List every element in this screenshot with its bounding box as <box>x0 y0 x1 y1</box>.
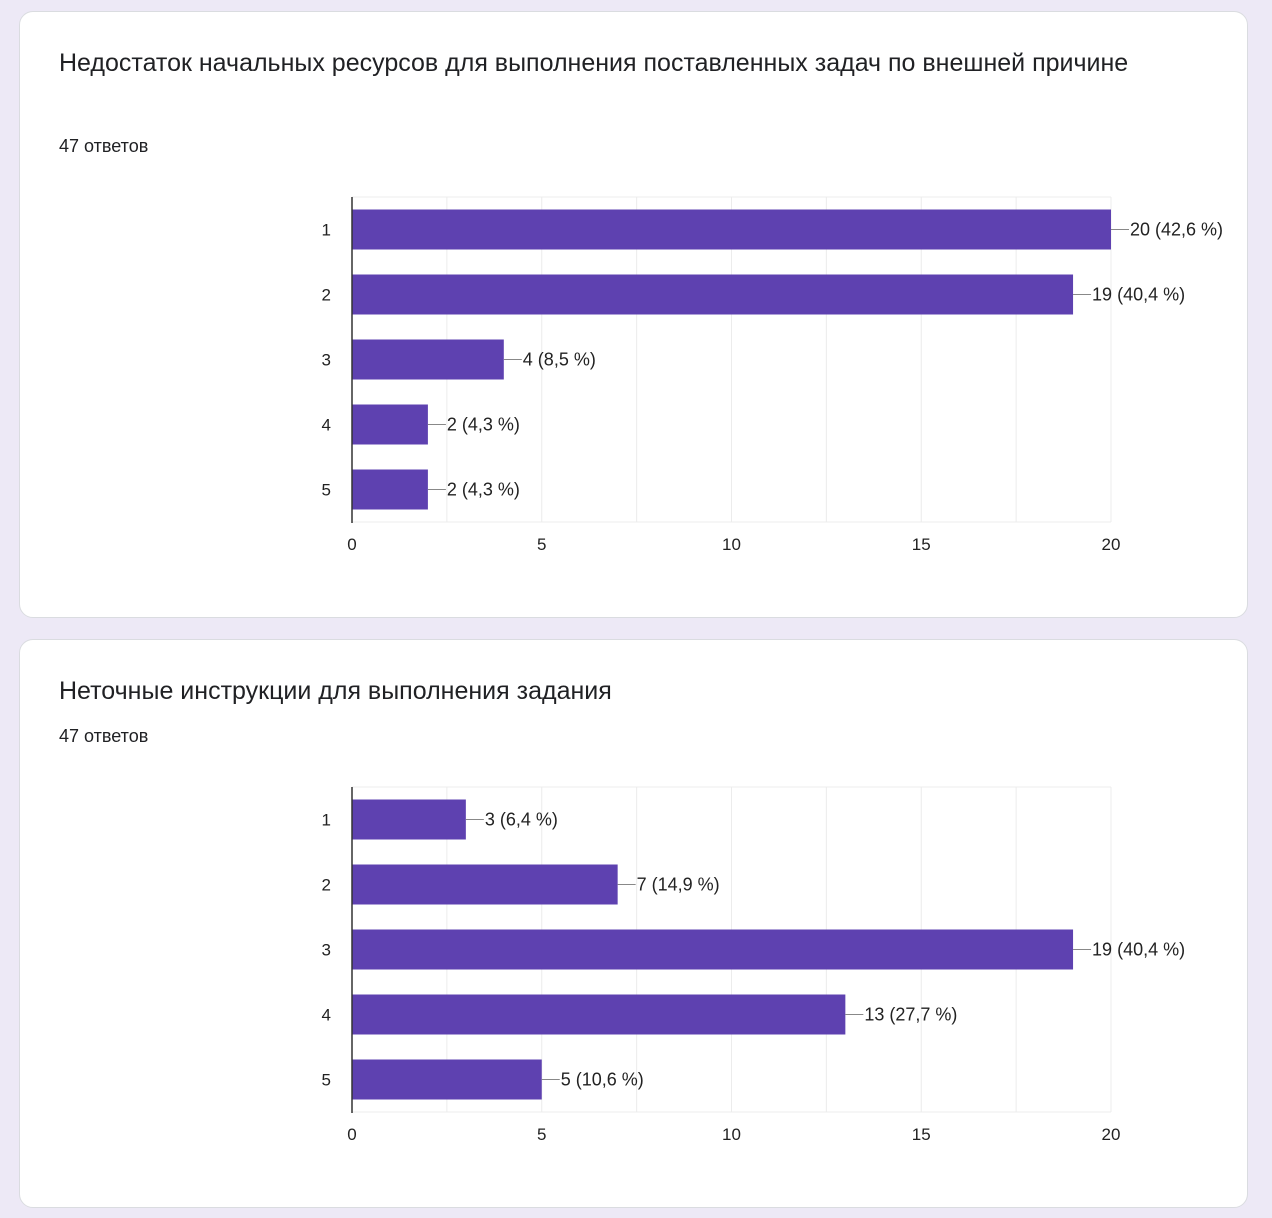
category-label: 4 <box>322 416 331 435</box>
category-label: 3 <box>322 351 331 370</box>
category-label: 5 <box>322 1071 331 1090</box>
x-tick-label: 15 <box>912 1125 931 1144</box>
data-label: 20 (42,6 %) <box>1130 220 1223 240</box>
bar <box>352 864 618 905</box>
bar <box>352 404 428 445</box>
category-label: 2 <box>322 286 331 305</box>
data-label: 4 (8,5 %) <box>523 350 596 370</box>
response-count: 47 ответов <box>59 726 149 746</box>
data-label: 5 (10,6 %) <box>561 1070 644 1090</box>
bar <box>352 209 1111 250</box>
category-label: 5 <box>322 481 331 500</box>
data-label: 2 (4,3 %) <box>447 415 520 435</box>
x-tick-label: 20 <box>1102 1125 1121 1144</box>
bar <box>352 1059 542 1100</box>
category-label: 1 <box>322 811 331 830</box>
category-label: 2 <box>322 876 331 895</box>
category-label: 4 <box>322 1006 331 1025</box>
response-count: 47 ответов <box>59 136 149 156</box>
question-title: Неточные инструкции для выполнения задан… <box>59 677 612 705</box>
data-label: 7 (14,9 %) <box>637 875 720 895</box>
bar-chart: 1 20 (42,6 %) 2 19 (40,4 %) 3 4 (8,5 %) 4 2 (4,… <box>322 196 1223 554</box>
bar-chart: 1 3 (6,4 %) 2 7 (14,9 %) 3 19 (40,4 %) 4 13 (27… <box>322 786 1185 1144</box>
bar <box>352 799 466 840</box>
x-tick-label: 10 <box>722 1125 741 1144</box>
question-card-1: Недостаток начальных ресурсов для выполн… <box>19 11 1248 618</box>
x-tick-label: 0 <box>347 535 356 554</box>
x-tick-label: 15 <box>912 535 931 554</box>
x-tick-label: 5 <box>537 535 546 554</box>
data-label: 19 (40,4 %) <box>1092 285 1185 305</box>
category-label: 1 <box>322 221 331 240</box>
data-label: 2 (4,3 %) <box>447 480 520 500</box>
bar <box>352 994 846 1035</box>
bar <box>352 274 1074 315</box>
category-label: 3 <box>322 941 331 960</box>
bar <box>352 339 504 380</box>
x-tick-label: 20 <box>1102 535 1121 554</box>
bar <box>352 469 428 510</box>
data-label: 19 (40,4 %) <box>1092 940 1185 960</box>
question-title: Недостаток начальных ресурсов для выполн… <box>59 49 1129 77</box>
bar <box>352 929 1074 970</box>
x-tick-label: 10 <box>722 535 741 554</box>
question-card-2: Неточные инструкции для выполнения задан… <box>19 639 1248 1208</box>
data-label: 13 (27,7 %) <box>864 1005 957 1025</box>
data-label: 3 (6,4 %) <box>485 810 558 830</box>
x-tick-label: 5 <box>537 1125 546 1144</box>
x-tick-label: 0 <box>347 1125 356 1144</box>
